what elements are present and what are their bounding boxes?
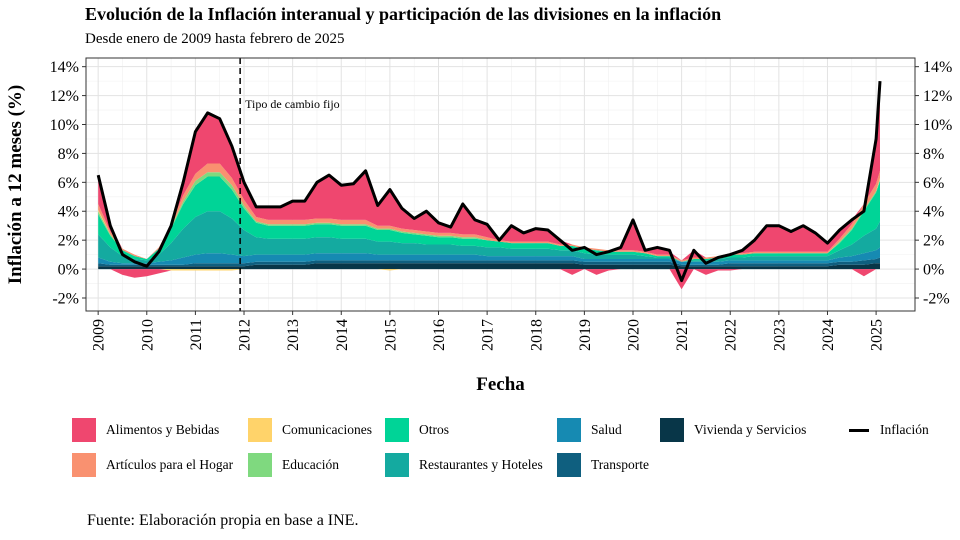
y-tick-label-right: 14% [923, 59, 952, 76]
x-tick-label: 2011 [188, 319, 205, 350]
legend-swatch-salud [557, 418, 581, 442]
legend-label-vivienda: Vivienda y Servicios [694, 422, 807, 437]
source-note: Fuente: Elaboración propia en base a INE… [87, 512, 359, 529]
x-tick-label: 2021 [674, 319, 691, 351]
legend-item-restaurantes: Restaurantes y Hoteles [385, 453, 543, 477]
legend-label-transporte: Transporte [591, 457, 650, 472]
x-tick-label: 2016 [431, 319, 448, 351]
area-vivienda-y-servicios-positive [98, 263, 880, 270]
legend: Alimentos y Bebidas Artículos para el Ho… [72, 418, 952, 488]
legend-item-articulos: Artículos para el Hogar [72, 453, 233, 477]
legend-swatch-educacion [248, 453, 272, 477]
legend-swatch-transporte [557, 453, 581, 477]
area-restaurantes-y-hoteles-positive [98, 211, 880, 264]
x-tick-label: 2014 [334, 319, 351, 351]
legend-swatch-comunicaciones [248, 418, 272, 442]
y-tick-label-left: -2% [52, 290, 79, 307]
x-tick-label: 2019 [577, 319, 594, 351]
y-tick-label-right: 8% [923, 146, 944, 163]
y-tick-label-left: 8% [58, 146, 79, 163]
plot-border [85, 57, 916, 312]
y-tick-label-left: 12% [50, 88, 79, 105]
legend-swatch-alimentos [72, 418, 96, 442]
y-axis-title: Inflación a 12 meses (%) [5, 85, 26, 284]
y-tick-label-left: 0% [58, 262, 79, 279]
y-tick-label-left: 2% [58, 233, 79, 250]
x-tick-label: 2017 [480, 319, 497, 351]
legend-item-otros: Otros [385, 418, 449, 442]
x-tick-label: 2024 [820, 319, 837, 351]
chart-svg: Tipo de cambio fijo -2% -2% 0% 0% 2% 2% 4% 4% 6% 6… [5, 57, 952, 395]
area-comunicaciones-negative [98, 269, 880, 271]
legend-label-restaurantes: Restaurantes y Hoteles [419, 457, 543, 472]
legend-label-salud: Salud [591, 422, 622, 437]
legend-label-comunicaciones: Comunicaciones [282, 422, 372, 437]
legend-item-salud: Salud [557, 418, 622, 442]
x-tick-label: 2020 [626, 319, 643, 351]
legend-item-comunicaciones: Comunicaciones [248, 418, 372, 442]
legend-swatch-otros [385, 418, 409, 442]
y-tick-label-right: 2% [923, 233, 944, 250]
line-inflacion [96, 80, 882, 283]
area-otros-positive [98, 176, 880, 262]
legend-label-articulos: Artículos para el Hogar [106, 457, 234, 472]
x-tick-label: 2023 [771, 319, 788, 351]
x-tick-label: 2010 [139, 319, 156, 351]
legend-label-educacion: Educación [282, 457, 339, 472]
y-tick-label-right: 6% [923, 175, 944, 192]
legend-label-inflacion: Inflación [880, 422, 929, 437]
x-tick-label: 2012 [237, 319, 254, 351]
legend-line-inflacion [849, 428, 869, 432]
y-tick-label-left: 10% [50, 117, 79, 134]
y-tick-label-right: 0% [923, 262, 944, 279]
legend-item-vivienda: Vivienda y Servicios [660, 418, 806, 442]
y-tick-label-right: 4% [923, 204, 944, 221]
x-tick-label: 2013 [285, 319, 302, 351]
annotation-label: Tipo de cambio fijo [245, 97, 340, 111]
legend-label-otros: Otros [419, 422, 449, 437]
y-tick-label-left: 4% [58, 204, 79, 221]
legend-item-alimentos: Alimentos y Bebidas [72, 418, 219, 442]
chart-title: Evolución de la Inflación interanual y p… [85, 4, 722, 24]
x-tick-label: 2022 [723, 319, 740, 351]
y-tick-label-right: 10% [923, 117, 952, 134]
area-transporte-positive [98, 257, 880, 267]
legend-swatch-restaurantes [385, 453, 409, 477]
x-tick-label: 2015 [382, 319, 399, 351]
legend-swatch-vivienda [660, 418, 684, 442]
area-articulos-para-el-hogar-positive [98, 163, 880, 262]
y-tick-label-left: 14% [50, 59, 79, 76]
y-tick-label-right: -2% [923, 290, 950, 307]
x-tick-label: 2009 [91, 319, 108, 351]
legend-item-inflacion: Inflación [847, 418, 929, 442]
legend-swatch-articulos [72, 453, 96, 477]
x-tick-label: 2018 [528, 319, 545, 351]
y-tick-label-left: 6% [58, 175, 79, 192]
legend-item-educacion: Educación [248, 453, 339, 477]
legend-item-transporte: Transporte [557, 453, 649, 477]
chart-subtitle: Desde enero de 2009 hasta febrero de 202… [85, 31, 345, 47]
x-axis-title: Fecha [476, 374, 525, 395]
legend-label-alimentos: Alimentos y Bebidas [106, 422, 220, 437]
x-tick-label: 2025 [869, 319, 886, 351]
area-alimentos-y-bebidas-positive [98, 81, 880, 261]
y-tick-label-right: 12% [923, 88, 952, 105]
area-salud-positive [98, 247, 880, 265]
